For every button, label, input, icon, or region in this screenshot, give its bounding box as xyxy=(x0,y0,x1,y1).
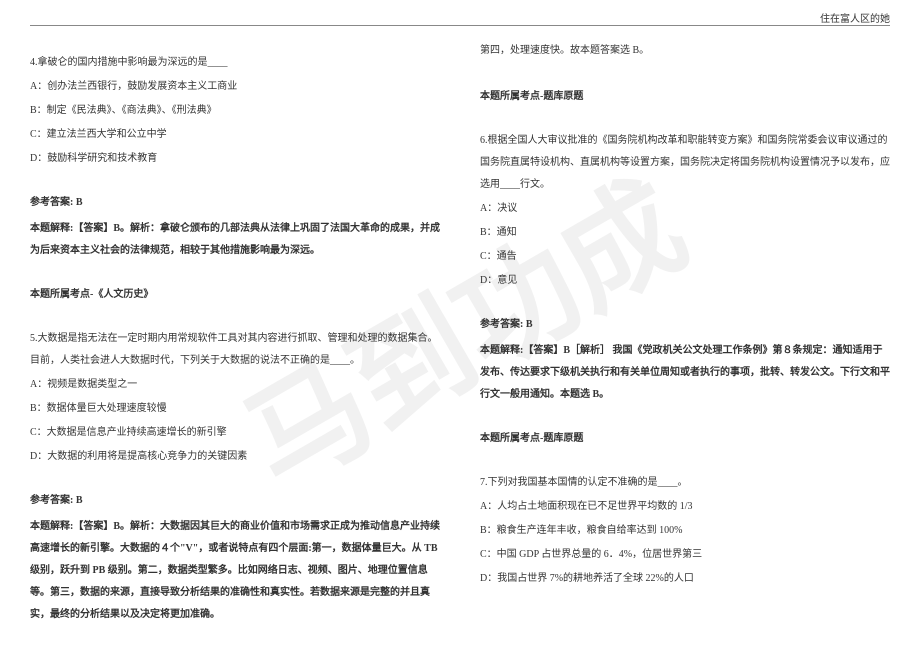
q4-option-a: A：创办法兰西银行，鼓励发展资本主义工商业 xyxy=(30,76,440,98)
q7-option-b: B：粮食生产连年丰收，粮食自给率达到 100% xyxy=(480,520,890,542)
right-column: 第四，处理速度快。故本题答案选 B。 本题所属考点-题库原题 6.根据全国人大审… xyxy=(480,40,890,641)
content-area: 4.拿破仑的国内措施中影响最为深远的是____ A：创办法兰西银行，鼓励发展资本… xyxy=(30,40,890,641)
q7-option-d: D：我国占世界 7%的耕地养活了全球 22%的人口 xyxy=(480,568,890,590)
q4-topic: 本题所属考点-《人文历史》 xyxy=(30,284,440,306)
q5-option-c: C：大数据是信息产业持续高速增长的新引擎 xyxy=(30,422,440,444)
q7-text: 7.下列对我国基本国情的认定不准确的是____。 xyxy=(480,472,890,494)
q4-text: 4.拿破仑的国内措施中影响最为深远的是____ xyxy=(30,52,440,74)
q4-explanation: 本题解释:【答案】B。解析：拿破仑颁布的几部法典从法律上巩固了法国大革命的成果，… xyxy=(30,218,440,262)
q5-continued: 第四，处理速度快。故本题答案选 B。 xyxy=(480,40,890,62)
q5-option-b: B：数据体量巨大处理速度较慢 xyxy=(30,398,440,420)
q5-explanation: 本题解释:【答案】B。解析：大数据因其巨大的商业价值和市场需求正成为推动信息产业… xyxy=(30,516,440,626)
header-divider xyxy=(30,25,890,26)
q5-option-a: A：视频是数据类型之一 xyxy=(30,374,440,396)
q5-text: 5.大数据是指无法在一定时期内用常规软件工具对其内容进行抓取、管理和处理的数据集… xyxy=(30,328,440,372)
q6-option-b: B：通知 xyxy=(480,222,890,244)
q5-topic: 本题所属考点-题库原题 xyxy=(480,86,890,108)
q6-option-c: C：通告 xyxy=(480,246,890,268)
q6-option-d: D：意见 xyxy=(480,270,890,292)
q7-option-a: A：人均占土地面积现在已不足世界平均数的 1/3 xyxy=(480,496,890,518)
q7-option-c: C：中国 GDP 占世界总量的 6．4%，位居世界第三 xyxy=(480,544,890,566)
q4-answer: 参考答案: B xyxy=(30,192,440,214)
q4-option-b: B：制定《民法典》、《商法典》、《刑法典》 xyxy=(30,100,440,122)
q6-topic: 本题所属考点-题库原题 xyxy=(480,428,890,450)
left-column: 4.拿破仑的国内措施中影响最为深远的是____ A：创办法兰西银行，鼓励发展资本… xyxy=(30,40,440,641)
q6-text: 6.根据全国人大审议批准的《国务院机构改革和职能转变方案》和国务院常委会议审议通… xyxy=(480,130,890,196)
q5-answer: 参考答案: B xyxy=(30,490,440,512)
q4-option-d: D：鼓励科学研究和技术教育 xyxy=(30,148,440,170)
q6-explanation: 本题解释:【答案】B［解析］ 我国《党政机关公文处理工作条例》第８条规定：通知适… xyxy=(480,340,890,406)
q6-option-a: A：决议 xyxy=(480,198,890,220)
q5-option-d: D：大数据的利用将是提高核心竞争力的关键因素 xyxy=(30,446,440,468)
q6-answer: 参考答案: B xyxy=(480,314,890,336)
q4-option-c: C：建立法兰西大学和公立中学 xyxy=(30,124,440,146)
header-right: 住在富人区的她 xyxy=(820,10,890,25)
